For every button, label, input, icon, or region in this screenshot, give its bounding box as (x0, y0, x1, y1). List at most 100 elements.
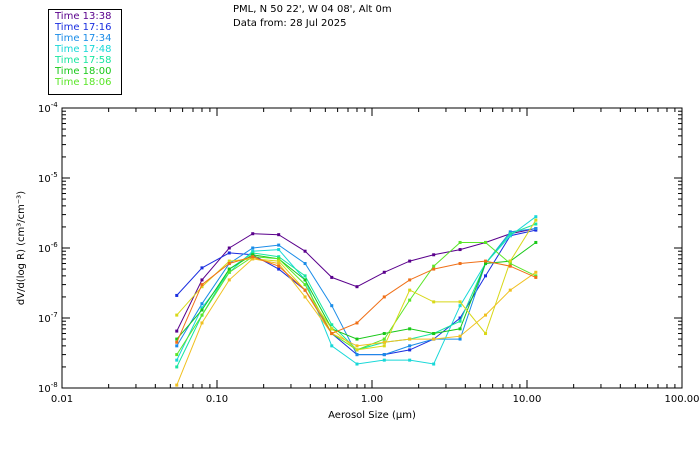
data-point (303, 249, 307, 253)
data-point (330, 327, 334, 331)
data-point (200, 266, 204, 270)
data-point (227, 259, 231, 263)
data-point (277, 267, 281, 271)
data-point (508, 234, 512, 238)
data-point (458, 334, 462, 338)
x-tick-label: 0.01 (51, 394, 73, 405)
data-point (382, 337, 386, 341)
data-point (484, 262, 488, 266)
data-point (277, 257, 281, 261)
data-point (200, 283, 204, 287)
data-point (200, 306, 204, 310)
data-point (458, 300, 462, 304)
data-point (508, 259, 512, 263)
y-tick-label: 10-7 (38, 311, 58, 325)
data-point (508, 232, 512, 236)
data-point (534, 215, 538, 219)
x-tick-label: 0.10 (206, 394, 228, 405)
data-point (251, 251, 255, 255)
data-point (175, 365, 179, 369)
data-point (408, 358, 412, 362)
data-point (355, 285, 359, 289)
y-tick-label: 10-8 (38, 381, 58, 395)
data-point (330, 275, 334, 279)
data-point (355, 321, 359, 325)
data-point (432, 300, 436, 304)
data-point (330, 332, 334, 336)
data-point (330, 304, 334, 308)
data-point (534, 218, 538, 222)
data-point (355, 353, 359, 357)
data-point (458, 319, 462, 323)
y-tick-label: 10-6 (38, 241, 58, 255)
data-point (175, 293, 179, 297)
data-point (458, 316, 462, 320)
legend-entry: Time 17:16 (55, 22, 112, 33)
legend-entry: Time 17:34 (55, 33, 112, 44)
data-point (277, 243, 281, 247)
data-point (432, 337, 436, 341)
data-point (277, 259, 281, 263)
data-point (175, 337, 179, 341)
data-point (355, 344, 359, 348)
data-point (458, 240, 462, 244)
data-point (175, 353, 179, 357)
data-point (432, 264, 436, 268)
x-tick-label: 100.00 (665, 394, 700, 405)
data-point (508, 230, 512, 234)
x-tick-label: 1.00 (361, 394, 383, 405)
data-point (227, 262, 231, 266)
data-point (355, 348, 359, 352)
data-point (382, 358, 386, 362)
data-point (251, 253, 255, 257)
data-point (432, 267, 436, 271)
data-point (200, 285, 204, 289)
y-tick-label: 10-5 (38, 171, 58, 185)
data-point (408, 348, 412, 352)
data-point (355, 362, 359, 366)
legend-items: Time 13:38 Time 17:16 Time 17:34 Time 17:48… (49, 10, 121, 88)
data-point (355, 337, 359, 341)
data-point (227, 278, 231, 282)
data-point (227, 251, 231, 255)
data-point (484, 240, 488, 244)
data-point (534, 222, 538, 226)
data-point (200, 321, 204, 325)
data-point (251, 246, 255, 250)
data-point (408, 298, 412, 302)
data-point (432, 362, 436, 366)
y-axis-label: dV/d(log R) (cm³/cm⁻³) (16, 191, 27, 305)
data-point (277, 233, 281, 237)
data-point (382, 344, 386, 348)
data-point (484, 332, 488, 336)
data-point (303, 288, 307, 292)
data-point (408, 344, 412, 348)
series-line-6 (176, 242, 537, 340)
data-point (534, 240, 538, 244)
data-point (408, 327, 412, 331)
data-point (382, 270, 386, 274)
data-point (277, 248, 281, 252)
data-point (303, 262, 307, 266)
data-point (458, 248, 462, 252)
data-point (227, 270, 231, 274)
header-site: PML, N 50 22', W 04 08', Alt 0m (233, 4, 392, 15)
data-point (534, 228, 538, 232)
data-point (382, 295, 386, 299)
data-point (408, 278, 412, 282)
x-tick-label: 10.00 (513, 394, 542, 405)
data-point (534, 275, 538, 279)
legend-box: Time 13:38 Time 17:16 Time 17:34 Time 17:48… (48, 9, 122, 95)
data-point (175, 344, 179, 348)
data-point (200, 278, 204, 282)
data-point (330, 323, 334, 327)
data-point (175, 313, 179, 317)
data-point (432, 332, 436, 336)
data-point (251, 257, 255, 261)
y-axis-ticks: 10-8 10-7 10-6 10-5 10-4 (38, 101, 682, 395)
data-point (484, 259, 488, 263)
legend-entry: Time 17:48 (55, 44, 112, 55)
data-point (303, 283, 307, 287)
data-point (277, 255, 281, 259)
data-point (175, 340, 179, 344)
